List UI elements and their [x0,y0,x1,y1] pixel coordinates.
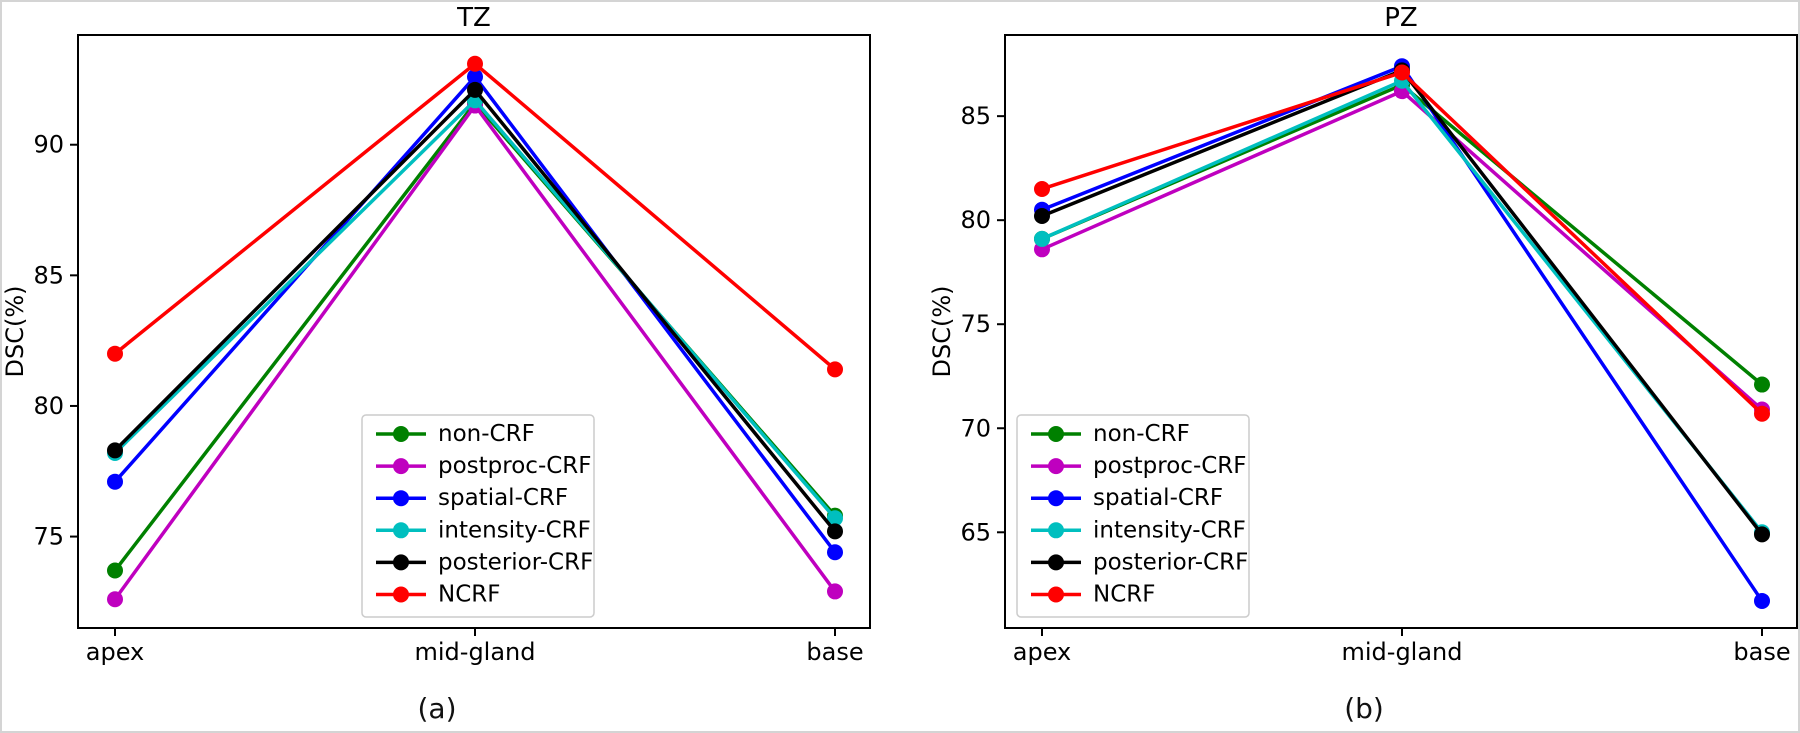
pz-legend-label-non-CRF: non-CRF [1093,421,1190,447]
pz-plot-frame [1004,34,1798,629]
pz-legend-marker-non-CRF [1048,426,1064,442]
tz-plot-frame [77,34,871,629]
pz-line-NCRF [1041,70,1764,415]
subfigure-caption-a: (a) [417,692,457,725]
pz-line-non-CRF [1041,82,1764,386]
pz-x-tick-label-apex: apex [1013,638,1072,666]
pz-y-tick-label: 75 [960,310,991,338]
pz-legend-label-posterior-CRF: posterior-CRF [1093,549,1248,575]
tz-marker-spatial-CRF-mid-gland [467,68,483,85]
tz-marker-non-CRF-apex [107,562,123,579]
pz-y-tick-label: 65 [960,518,991,546]
pz-chart-title: PZ [1384,3,1418,33]
pz-line-postproc-CRF [1041,89,1764,411]
pz-marker-NCRF-apex [1034,180,1050,197]
tz-legend-label-postproc-CRF: postproc-CRF [438,453,592,479]
pz-legend-marker-spatial-CRF [1048,490,1064,507]
tz-y-tick-label: 80 [33,392,64,420]
tz-marker-postproc-CRF-apex [107,591,123,608]
tz-legend-label-non-CRF: non-CRF [438,421,535,447]
tz-legend-marker-intensity-CRF [393,522,409,539]
tz-marker-posterior-CRF-apex [107,442,123,459]
tz-y-axis-label: DSC(%) [2,285,29,377]
pz-y-tick-label: 85 [960,102,991,130]
pz-marker-posterior-CRF-base [1754,526,1770,543]
pz-x-tick-label-mid-gland: mid-gland [1342,638,1463,666]
pz-marker-NCRF-mid-gland [1394,64,1410,81]
pz-legend-marker-postproc-CRF [1048,458,1064,475]
tz-y-tick-label: 90 [33,131,64,159]
tz-legend-marker-posterior-CRF [393,554,409,571]
tz-marker-NCRF-mid-gland [467,55,483,72]
pz-y-tick-label: 70 [960,414,991,442]
tz-y-tick-label: 85 [33,261,64,289]
pz-legend-label-spatial-CRF: spatial-CRF [1093,485,1223,511]
tz-legend-marker-non-CRF [393,426,409,442]
tz-marker-spatial-CRF-base [827,544,843,561]
tz-legend-marker-postproc-CRF [393,458,409,475]
tz-marker-spatial-CRF-apex [107,473,123,490]
pz-legend-label-intensity-CRF: intensity-CRF [1093,517,1246,543]
tz-marker-intensity-CRF-base [827,510,843,527]
pz-marker-intensity-CRF-apex [1034,230,1050,247]
tz-legend-label-NCRF: NCRF [438,582,500,608]
tz-marker-postproc-CRF-base [827,583,843,600]
pz-marker-non-CRF-base [1754,376,1770,393]
pz-marker-NCRF-base [1754,405,1770,422]
tz-legend-label-spatial-CRF: spatial-CRF [438,485,568,511]
tz-marker-posterior-CRF-base [827,523,843,540]
tz-legend-label-intensity-CRF: intensity-CRF [438,517,591,543]
pz-y-tick-label: 80 [960,206,991,234]
pz-marker-spatial-CRF-base [1754,592,1770,609]
tz-legend-label-posterior-CRF: posterior-CRF [438,549,593,575]
pz-legend-label-postproc-CRF: postproc-CRF [1093,453,1247,479]
tz-marker-NCRF-apex [107,345,123,362]
tz-marker-NCRF-base [827,361,843,378]
pz-marker-posterior-CRF-apex [1034,208,1050,225]
pz-legend-label-NCRF: NCRF [1093,582,1155,608]
pz-legend-marker-posterior-CRF [1048,554,1064,571]
pz-legend-marker-NCRF [1048,586,1064,603]
pz-legend-marker-intensity-CRF [1048,522,1064,539]
tz-chart-title: TZ [456,3,491,33]
tz-legend-marker-NCRF [393,586,409,603]
tz-x-tick-label-mid-gland: mid-gland [415,638,536,666]
pz-y-axis-label: DSC(%) [928,285,956,377]
tz-x-tick-label-apex: apex [86,638,145,666]
tz-legend-marker-spatial-CRF [393,490,409,507]
tz-x-tick-label-base: base [806,638,863,666]
subfigure-caption-b: (b) [1344,692,1384,725]
tz-marker-posterior-CRF-mid-gland [467,81,483,98]
pz-x-tick-label-base: base [1733,638,1790,666]
tz-y-tick-label: 75 [33,523,64,551]
